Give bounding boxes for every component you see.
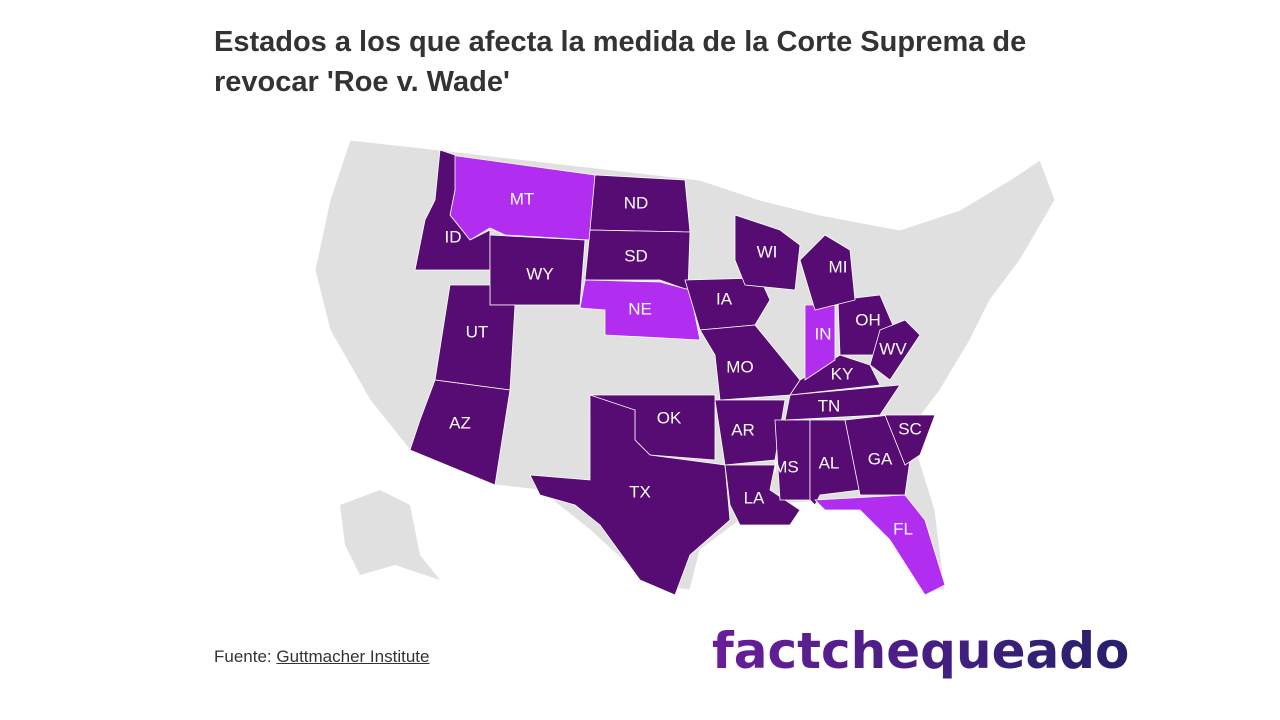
state-label: MT xyxy=(510,189,535,208)
state-label: WI xyxy=(757,242,778,261)
source-link[interactable]: Guttmacher Institute xyxy=(276,647,430,666)
state-wv xyxy=(869,319,921,381)
state-tn xyxy=(784,384,901,421)
state-wi xyxy=(734,214,801,291)
factchequeado-logo: factchequeado xyxy=(712,622,1130,680)
state-label: OH xyxy=(855,310,881,329)
state-label: TN xyxy=(818,396,841,415)
source-label: Fuente: xyxy=(214,647,272,666)
chart-title: Estados a los que afecta la medida de la… xyxy=(214,26,1027,98)
state-ar xyxy=(714,399,786,466)
state-label: WY xyxy=(526,264,553,283)
state-label: GA xyxy=(868,449,893,468)
state-label: KY xyxy=(831,364,854,383)
state-label: IA xyxy=(716,289,733,308)
state-la xyxy=(724,464,801,526)
state-label: IN xyxy=(815,324,832,343)
source-note: Fuente: Guttmacher Institute xyxy=(214,647,429,667)
state-id xyxy=(414,149,491,271)
state-label: SD xyxy=(624,246,648,265)
state-sc xyxy=(884,414,936,466)
state-tx xyxy=(529,394,731,596)
state-label: MO xyxy=(726,357,753,376)
state-label: OK xyxy=(657,408,682,427)
state-label: WV xyxy=(879,339,907,358)
alaska xyxy=(340,490,440,580)
state-label: MI xyxy=(829,257,848,276)
state-wy xyxy=(489,234,586,306)
state-az xyxy=(409,379,511,486)
state-mi xyxy=(799,234,856,311)
state-label: NE xyxy=(628,299,652,318)
state-label: AZ xyxy=(449,413,471,432)
state-label: ID xyxy=(445,227,462,246)
state-label: ND xyxy=(624,193,649,212)
state-fl xyxy=(814,494,946,596)
state-label: UT xyxy=(466,322,489,341)
state-label: MS xyxy=(773,457,799,476)
state-label: AR xyxy=(731,420,755,439)
state-sd xyxy=(584,229,691,291)
state-label: LA xyxy=(744,488,765,507)
state-label: TX xyxy=(629,482,651,501)
state-ne xyxy=(579,279,701,341)
state-label: FL xyxy=(893,519,913,538)
state-label: AL xyxy=(819,453,840,472)
state-label: SC xyxy=(898,419,922,438)
